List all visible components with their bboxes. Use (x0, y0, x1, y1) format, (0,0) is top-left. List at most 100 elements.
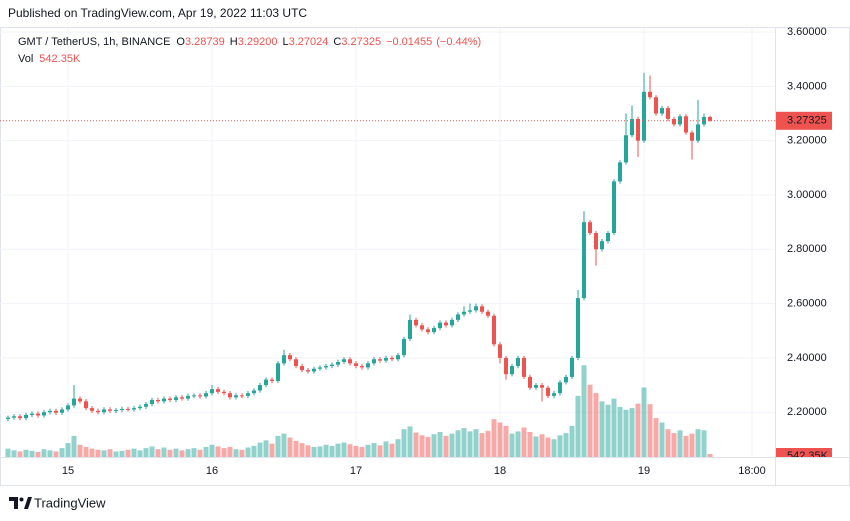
candle-body (276, 363, 280, 381)
volume-bar (491, 419, 497, 457)
candle-body (564, 376, 568, 383)
candle-body (30, 413, 34, 415)
candle-body (90, 408, 94, 411)
last-volume-label: 542.35K (787, 450, 829, 462)
candle-body (42, 412, 46, 416)
candles (6, 72, 712, 422)
volume-bar (269, 443, 275, 457)
candle-body (504, 357, 508, 375)
volume-bar (143, 448, 149, 457)
volume-bar (59, 448, 65, 457)
volume-bar (545, 437, 551, 457)
volume-bar (653, 418, 659, 457)
candle-body (546, 387, 550, 396)
candle-body (378, 359, 382, 361)
candle-body (258, 385, 262, 391)
volume-bar (605, 404, 611, 457)
volume-bar (557, 435, 563, 457)
volume-value: 542.35K (39, 53, 81, 65)
candle-body (630, 118, 634, 136)
volume-bar (389, 443, 395, 457)
volume-bar (65, 443, 71, 457)
volume-bar (89, 448, 95, 457)
candle-body (696, 124, 700, 141)
volume-legend: Vol 542.35K (18, 53, 81, 65)
candle-body (456, 314, 460, 320)
candle-body (708, 116, 712, 121)
volume-bar (599, 401, 605, 457)
candle-body (252, 390, 256, 394)
volume-bar (635, 403, 641, 457)
candle-body (660, 108, 664, 114)
volume-bar (227, 446, 233, 457)
candle-body (354, 363, 358, 367)
volume-bar (311, 446, 317, 457)
volume-bar (125, 449, 131, 457)
volume-bar (503, 425, 509, 457)
volume-bar (191, 448, 197, 457)
candle-body (126, 408, 130, 410)
candle-body (372, 359, 376, 364)
volume-bar (473, 429, 479, 457)
candle-body (180, 397, 184, 399)
candle-body (222, 391, 226, 394)
candle-body (96, 410, 100, 413)
volume-bar (305, 445, 311, 457)
candle-body (666, 108, 670, 119)
volume-bar (647, 404, 653, 457)
volume-bar (17, 451, 23, 457)
volume-bar (251, 445, 257, 457)
volume-bar (323, 444, 329, 457)
volume-bar (479, 433, 485, 457)
candle-body (288, 355, 292, 360)
volume-bar (443, 435, 449, 457)
x-tick-label: 16 (206, 465, 218, 477)
ohlc-key: H (230, 36, 238, 48)
volume-bar (695, 429, 701, 457)
volume-bar (413, 432, 419, 457)
candle-body (48, 410, 52, 413)
volume-bar (233, 449, 239, 457)
ohlc-value: 3.28739 (185, 36, 225, 48)
volume-bar (209, 444, 215, 457)
chart-frame (0, 27, 850, 486)
volume-bar (131, 448, 137, 457)
volume-bar (437, 431, 443, 457)
change: −0.01455 (386, 36, 432, 48)
volume-bar (11, 450, 17, 457)
candle-body (624, 135, 628, 163)
candle-body (6, 417, 10, 419)
volume-bar (593, 393, 599, 457)
volume-bar (611, 398, 617, 457)
candle-body (384, 357, 388, 361)
y-tick-label: 2.60000 (787, 297, 827, 309)
volume-bar (707, 453, 713, 457)
candle-body (702, 116, 706, 125)
candle-body (102, 409, 106, 413)
volume-bar (185, 449, 191, 457)
volume-bar (509, 433, 515, 457)
x-tick-label: 17 (350, 465, 362, 477)
grid (0, 28, 775, 457)
candle-body (438, 322, 442, 329)
candle-body (672, 118, 676, 125)
volume-bar (137, 450, 143, 457)
candle-body (636, 118, 640, 141)
volume-bar (629, 408, 635, 457)
volume-bar (35, 451, 41, 457)
volume-bar (155, 449, 161, 457)
candle-body (582, 222, 586, 299)
candle-body (330, 364, 334, 367)
candle-body (498, 344, 502, 358)
volume-bar (701, 430, 707, 457)
candle-body (534, 385, 538, 388)
candle-body (588, 222, 592, 233)
ohlc-value: 3.27325 (341, 36, 381, 48)
candle-body (414, 319, 418, 326)
volume-bar (71, 435, 77, 457)
volume-bar (377, 445, 383, 457)
candle-body (108, 409, 112, 411)
candle-body (528, 376, 532, 388)
candle-body (78, 398, 82, 402)
